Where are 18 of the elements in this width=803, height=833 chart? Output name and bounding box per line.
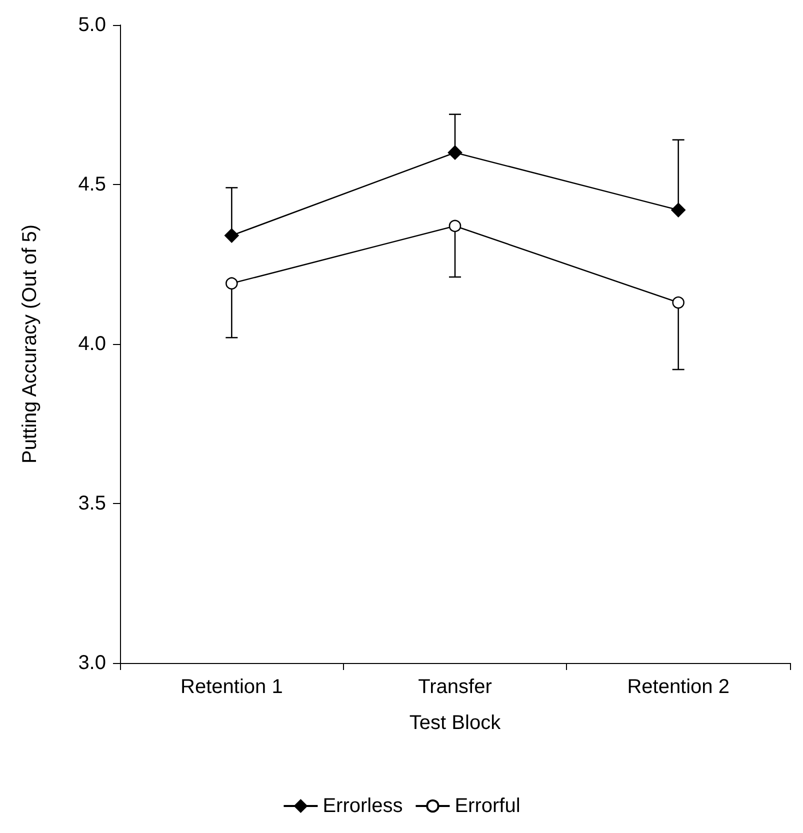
y-tick-label: 3.0 (78, 652, 106, 674)
point (224, 228, 239, 243)
legend-label: Errorful (454, 795, 520, 817)
point (448, 220, 462, 232)
y-tick-label: 4.0 (78, 333, 106, 355)
point (226, 277, 238, 290)
y-tick-label: 4.5 (78, 174, 106, 196)
y-tick-label: 5.0 (78, 14, 106, 36)
legend-label: Errorless (322, 795, 403, 817)
x-tick-label: Retention 1 (180, 676, 283, 698)
point (448, 145, 462, 160)
point (671, 202, 686, 218)
x-tick-label: Retention 2 (627, 676, 730, 698)
y-tick-label: 3.5 (78, 492, 106, 514)
y-axis-title: Putting Accuracy (Out of 5) (19, 224, 41, 464)
point (672, 296, 684, 309)
x-axis-title: Test Block (409, 712, 502, 734)
x-tick-label: Transfer (418, 676, 492, 698)
